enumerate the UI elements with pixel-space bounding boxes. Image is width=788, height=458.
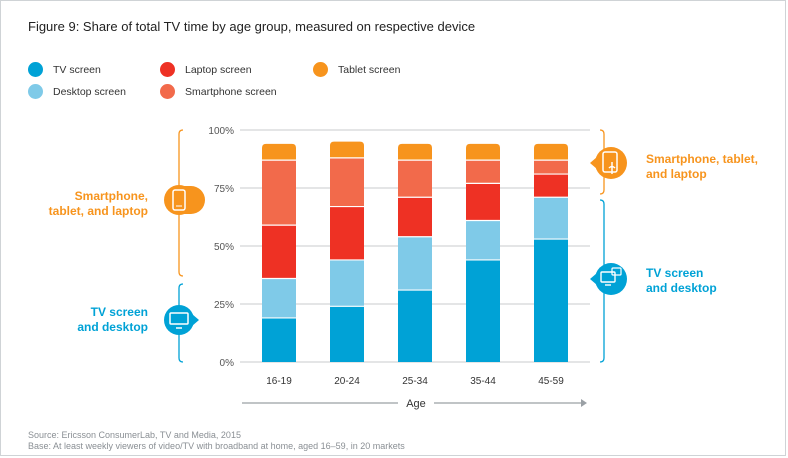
legend-item-laptop: Laptop screen: [160, 62, 252, 77]
bar-segment-laptop: [466, 183, 500, 221]
legend-item-tv: TV screen: [28, 62, 101, 77]
right-fixed-label-line1: TV screen: [646, 266, 704, 280]
smartphone-icon: [164, 185, 205, 215]
figure-title: Figure 9: Share of total TV time by age …: [28, 19, 476, 34]
legend-item-smartphone: Smartphone screen: [160, 84, 277, 99]
bar-segment-tv: [262, 317, 296, 362]
legend-swatch-laptop: [160, 62, 175, 77]
x-tick-label: 16-19: [266, 376, 292, 387]
monitor-icon: [164, 305, 199, 335]
legend-label-desktop: Desktop screen: [53, 85, 126, 98]
bar-segment-desktop: [534, 197, 568, 240]
y-tick-label: 25%: [214, 300, 234, 311]
bar-segment-smartphone: [398, 160, 432, 198]
x-tick-label: 25-34: [402, 376, 428, 387]
legend-swatch-smartphone: [160, 84, 175, 99]
age-axis-arrow: [242, 399, 587, 407]
bar-segment-smartphone: [534, 160, 568, 175]
y-tick-label: 100%: [208, 126, 234, 137]
left-mobile-label-line1: Smartphone,: [74, 189, 148, 203]
bar-segment-tv: [398, 290, 432, 362]
left-mobile-label: Smartphone, tablet, and laptop: [49, 189, 148, 219]
legend-label-tablet: Tablet screen: [338, 63, 401, 76]
bar-segment-tablet: [262, 143, 296, 161]
bar-segment-desktop: [398, 236, 432, 291]
bar-segment-tv: [466, 259, 500, 362]
y-tick-label: 75%: [214, 184, 234, 195]
bar-segment-tablet: [534, 143, 568, 161]
bar-segment-tablet: [398, 143, 432, 161]
legend-swatch-tv: [28, 62, 43, 77]
x-axis-label: Age: [406, 398, 426, 410]
bar-segment-tablet: [466, 143, 500, 161]
bar-segment-smartphone: [466, 160, 500, 184]
bar-segment-laptop: [534, 174, 568, 198]
left-fixed-label: TV screen and desktop: [77, 305, 148, 335]
touch-tablet-icon: [590, 147, 627, 179]
right-fixed-label: TV screen and desktop: [646, 266, 717, 296]
bar-segment-desktop: [262, 278, 296, 318]
legend-label-tv: TV screen: [53, 63, 101, 76]
left-fixed-label-line2: and desktop: [77, 320, 148, 334]
bar-segment-tv: [330, 306, 364, 362]
x-tick-label: 35-44: [470, 376, 496, 387]
legend-label-laptop: Laptop screen: [185, 63, 252, 76]
bar-segment-tablet: [330, 141, 364, 158]
axis-ticks: 0% 25% 50% 75% 100% 16-19 20-24 25-34 35-44 45-59: [208, 126, 564, 387]
right-mobile-label-line1: Smartphone, tablet,: [646, 152, 759, 166]
y-tick-label: 0%: [220, 358, 235, 369]
bar-segment-smartphone: [330, 157, 364, 207]
bars: [262, 141, 568, 362]
legend-swatch-desktop: [28, 84, 43, 99]
y-tick-label: 50%: [214, 242, 234, 253]
legend-label-smartphone: Smartphone screen: [185, 85, 277, 98]
bar-segment-laptop: [398, 197, 432, 237]
bar-segment-desktop: [330, 259, 364, 307]
source-line-2: Base: At least weekly viewers of video/T…: [28, 441, 405, 451]
bar-segment-laptop: [262, 225, 296, 279]
bar-segment-desktop: [466, 220, 500, 260]
left-mobile-label-line2: tablet, and laptop: [48, 204, 148, 218]
right-mobile-label: Smartphone, tablet, and laptop: [646, 152, 758, 182]
bar-segment-tv: [534, 239, 568, 362]
tv-desktop-icon: [590, 263, 627, 295]
bar-segment-smartphone: [262, 160, 296, 226]
right-mobile-label-line2: and laptop: [646, 167, 707, 181]
source-line-1: Source: Ericsson ConsumerLab, TV and Med…: [28, 430, 241, 440]
bar-segment-laptop: [330, 206, 364, 260]
left-fixed-label-line1: TV screen: [90, 305, 148, 319]
legend-swatch-tablet: [313, 62, 328, 77]
legend-item-desktop: Desktop screen: [28, 84, 126, 99]
x-tick-label: 20-24: [334, 376, 360, 387]
right-fixed-label-line2: and desktop: [646, 281, 717, 295]
legend-item-tablet: Tablet screen: [313, 62, 400, 77]
x-tick-label: 45-59: [538, 376, 564, 387]
source-note: Source: Ericsson ConsumerLab, TV and Med…: [28, 430, 405, 452]
